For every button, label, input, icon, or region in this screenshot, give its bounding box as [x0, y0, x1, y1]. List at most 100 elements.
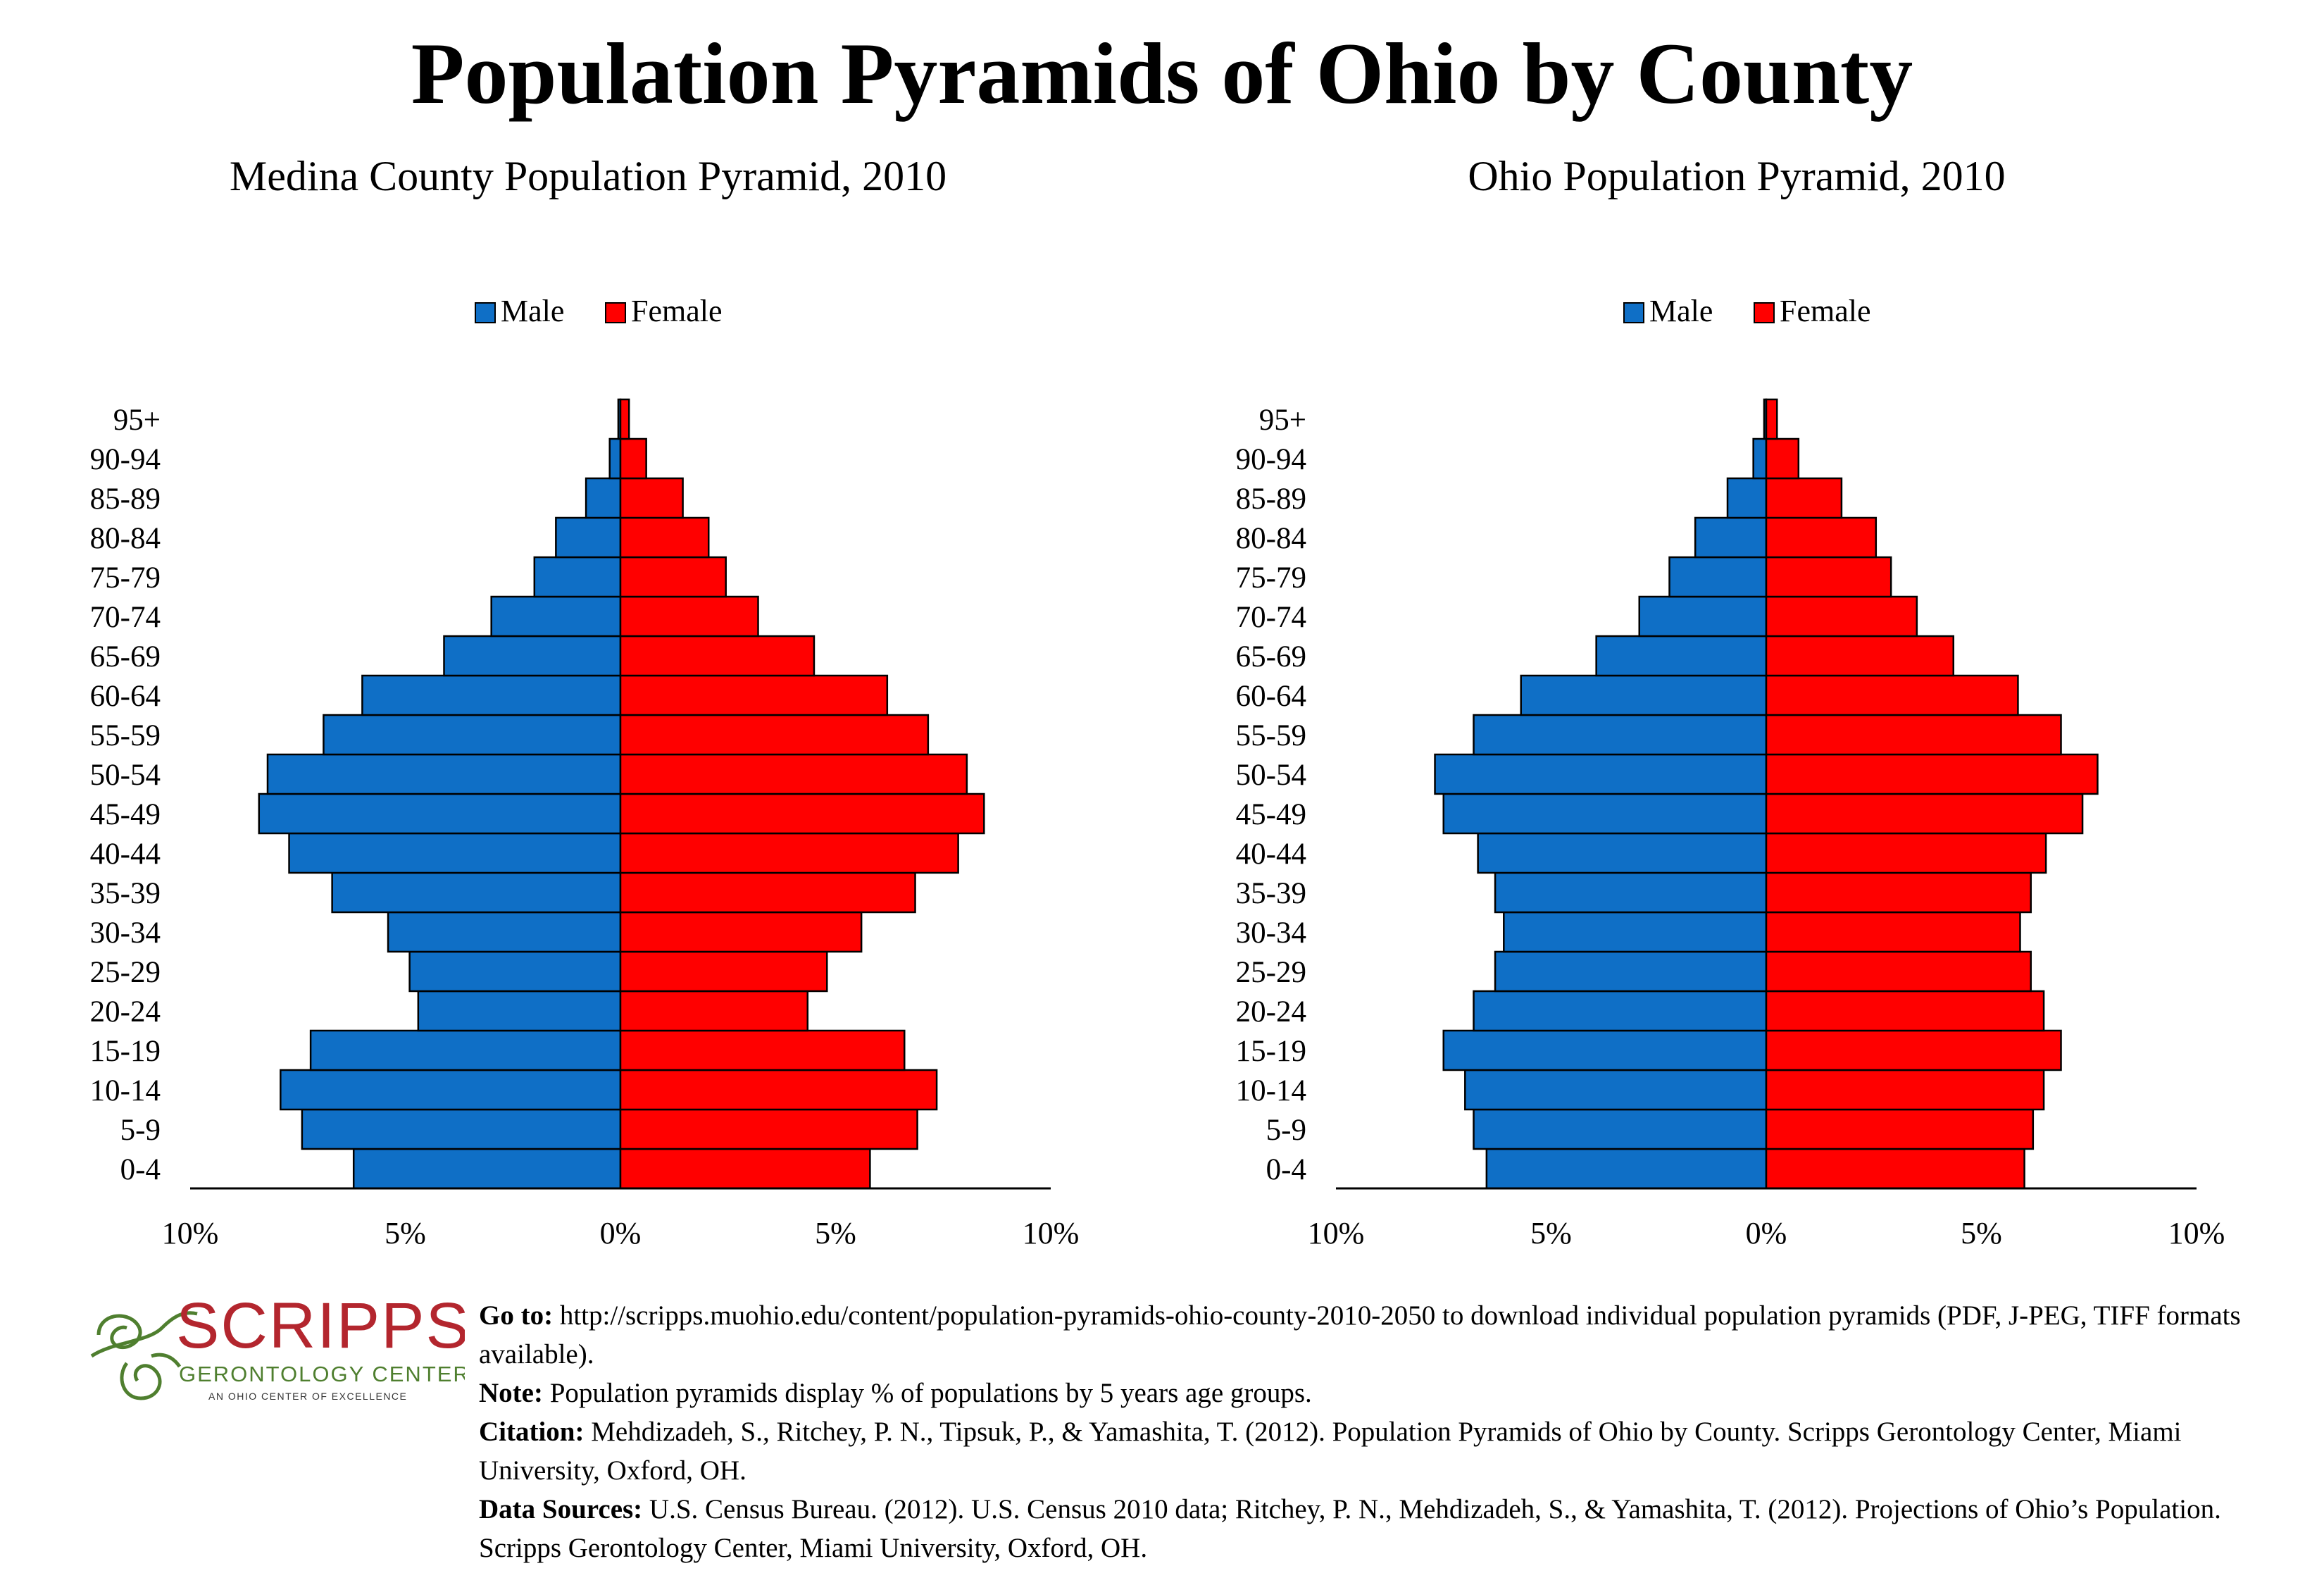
- bar-male-10-14: [280, 1069, 622, 1111]
- age-label-85-89: 85-89: [90, 483, 161, 516]
- x-tick-label: 5%: [385, 1216, 426, 1250]
- bar-male-30-34: [1503, 911, 1768, 953]
- bar-male-0-4: [1485, 1148, 1768, 1190]
- bar-male-15-19: [309, 1029, 622, 1071]
- bar-female-5-9: [1765, 1108, 2035, 1150]
- bar-male-15-19: [1442, 1029, 1768, 1071]
- bar-female-85-89: [1765, 477, 1843, 519]
- bar-female-20-24: [619, 990, 809, 1032]
- age-label-5-9: 5-9: [120, 1114, 161, 1147]
- pyramid-chart-1: Medina County Population Pyramid, 2010 Ma…: [90, 153, 1080, 1250]
- legend: Male Female: [1623, 294, 1871, 328]
- x-tick-label: 5%: [1530, 1216, 1572, 1250]
- x-tick-label: 5%: [815, 1216, 856, 1250]
- age-label-0-4: 0-4: [1266, 1153, 1306, 1186]
- bar-female-60-64: [619, 674, 889, 716]
- bar-male-20-24: [1473, 990, 1768, 1032]
- main-title: Population Pyramids of Ohio by County: [411, 25, 1913, 122]
- bar-female-25-29: [1765, 950, 2032, 993]
- bar-female-90-94: [1765, 437, 1800, 480]
- x-tick-label: 0%: [1746, 1216, 1787, 1250]
- goto-line: Go to: http://scripps.muohio.edu/content…: [479, 1300, 2241, 1369]
- age-label-10-14: 10-14: [1236, 1074, 1306, 1107]
- age-label-50-54: 50-54: [1236, 759, 1306, 792]
- scripps-swirl-icon: [90, 1311, 198, 1400]
- bar-male-55-59: [323, 714, 622, 756]
- chart-title: Ohio Population Pyramid, 2010: [1468, 153, 2005, 199]
- bar-female-65-69: [1765, 635, 1955, 677]
- goto-url-text[interactable]: http://scripps.muohio.edu/content/popula…: [479, 1300, 2241, 1369]
- age-label-95+: 95+: [1259, 404, 1306, 437]
- footer-notes: Go to: http://scripps.muohio.edu/content…: [479, 1296, 2303, 1567]
- bar-female-0-4: [1765, 1148, 2025, 1190]
- bar-female-90-94: [619, 437, 647, 480]
- age-label-75-79: 75-79: [1236, 561, 1306, 595]
- note-line: Note: Population pyramids display % of p…: [479, 1378, 1312, 1408]
- bar-female-95+: [619, 398, 630, 440]
- scripps-logo: SCRIPPS GERONTOLOGY CENTER AN OHIO CENTE…: [90, 1290, 465, 1402]
- bar-female-20-24: [1765, 990, 2045, 1032]
- bar-male-25-29: [408, 950, 622, 993]
- chart-title: Medina County Population Pyramid, 2010: [230, 153, 947, 199]
- bar-male-70-74: [490, 595, 622, 638]
- bar-female-55-59: [1765, 714, 2062, 756]
- bar-male-50-54: [1434, 753, 1768, 795]
- bar-male-20-24: [417, 990, 622, 1032]
- age-label-80-84: 80-84: [90, 522, 161, 555]
- bar-male-35-39: [1494, 871, 1768, 914]
- bar-female-65-69: [619, 635, 816, 677]
- bar-male-55-59: [1473, 714, 1768, 756]
- age-label-65-69: 65-69: [1236, 640, 1306, 673]
- citation-line: Citation: Mehdizadeh, S., Ritchey, P. N.…: [479, 1417, 2182, 1486]
- logo-wordmark: SCRIPPS: [176, 1290, 465, 1362]
- age-label-60-64: 60-64: [1236, 680, 1306, 713]
- age-label-95+: 95+: [113, 404, 161, 437]
- age-label-80-84: 80-84: [1236, 522, 1306, 555]
- bar-female-55-59: [619, 714, 930, 756]
- age-label-45-49: 45-49: [1236, 798, 1306, 831]
- age-label-35-39: 35-39: [90, 877, 161, 910]
- legend-label-female: Female: [631, 294, 723, 328]
- x-tick-label: 10%: [1308, 1216, 1365, 1250]
- age-label-55-59: 55-59: [90, 719, 161, 752]
- bar-female-75-79: [1765, 556, 1892, 598]
- age-label-45-49: 45-49: [90, 798, 161, 831]
- bar-female-50-54: [619, 753, 968, 795]
- bar-male-75-79: [1668, 556, 1768, 598]
- bar-female-0-4: [619, 1148, 871, 1190]
- bar-male-75-79: [533, 556, 622, 598]
- bar-male-50-54: [266, 753, 622, 795]
- bar-female-85-89: [619, 477, 684, 519]
- bar-female-80-84: [1765, 516, 1878, 559]
- bar-male-45-49: [258, 792, 622, 835]
- bar-male-30-34: [387, 911, 622, 953]
- bar-female-35-39: [619, 871, 916, 914]
- bar-female-40-44: [619, 832, 959, 874]
- logo-subtitle: GERONTOLOGY CENTER: [179, 1362, 465, 1386]
- bar-female-15-19: [1765, 1029, 2062, 1071]
- age-label-75-79: 75-79: [90, 561, 161, 595]
- bar-male-35-39: [331, 871, 622, 914]
- bar-male-25-29: [1494, 950, 1768, 993]
- bar-female-10-14: [619, 1069, 938, 1111]
- bar-female-40-44: [1765, 832, 2047, 874]
- legend-label-male: Male: [501, 294, 564, 328]
- bar-female-70-74: [1765, 595, 1918, 638]
- legend-label-male: Male: [1649, 294, 1713, 328]
- age-label-15-19: 15-19: [90, 1035, 161, 1068]
- legend-swatch-female: [605, 302, 626, 323]
- age-label-70-74: 70-74: [90, 601, 161, 634]
- bar-female-95+: [1765, 398, 1778, 440]
- bar-female-80-84: [619, 516, 710, 559]
- age-label-30-34: 30-34: [1236, 916, 1306, 950]
- bar-male-70-74: [1638, 595, 1768, 638]
- bar-male-90-94: [608, 437, 622, 480]
- age-label-20-24: 20-24: [90, 995, 161, 1028]
- age-label-0-4: 0-4: [120, 1153, 161, 1186]
- bar-female-30-34: [1765, 911, 2021, 953]
- bar-male-65-69: [1595, 635, 1768, 677]
- age-label-40-44: 40-44: [1236, 838, 1306, 871]
- bar-male-40-44: [288, 832, 622, 874]
- age-label-40-44: 40-44: [90, 838, 161, 871]
- age-label-30-34: 30-34: [90, 916, 161, 950]
